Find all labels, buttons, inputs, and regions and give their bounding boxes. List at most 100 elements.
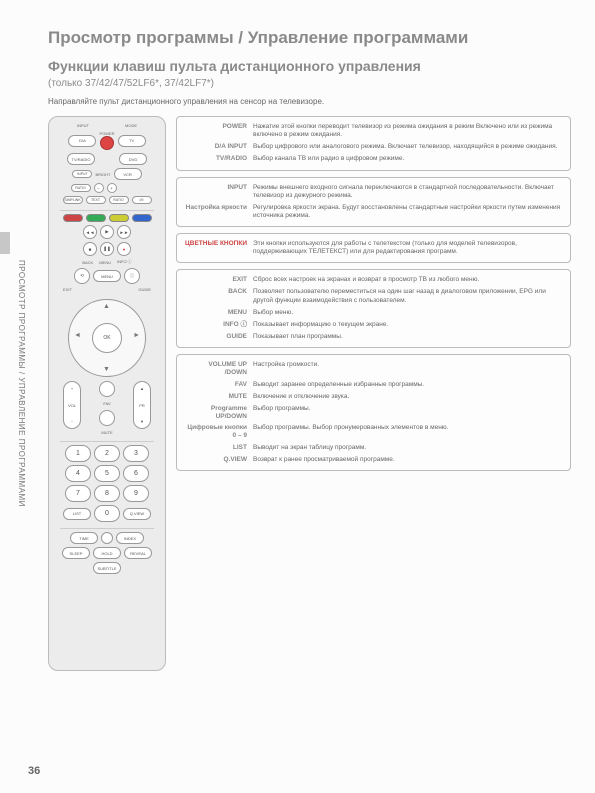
index-top-button[interactable] [101, 532, 113, 544]
desc-text: Позволяет пользователю переместиться на … [253, 288, 562, 304]
desc-row: VOLUME UP /DOWNНастройка громкости. [185, 361, 562, 377]
desc-row: Цифровые кнопки 0 – 9Выбор программы. Вы… [185, 424, 562, 440]
desc-box-1: INPUTРежимы внешнего входного сигнала пе… [176, 177, 571, 228]
subtitle-button[interactable]: I/II [132, 196, 152, 204]
num-6[interactable]: 6 [123, 465, 149, 482]
desc-row: MENUВыбор меню. [185, 309, 562, 317]
side-tab [0, 232, 10, 254]
menu-button[interactable]: MENU [93, 270, 121, 282]
num-3[interactable]: 3 [123, 445, 149, 462]
ratio2-button[interactable]: RATIO [109, 196, 129, 204]
desc-label: EXIT [185, 276, 247, 284]
power-button[interactable] [100, 136, 114, 150]
desc-text: Нажатие этой кнопки переводит телевизор … [253, 123, 562, 139]
blue-button[interactable] [132, 214, 152, 222]
desc-row: GUIDEПоказывает план программы. [185, 333, 562, 341]
desc-label: MUTE [185, 393, 247, 401]
time-button[interactable]: TIME [70, 532, 98, 544]
input-button[interactable]: INPUT [72, 170, 92, 178]
ff-button[interactable]: ►► [117, 225, 131, 239]
desc-text: Возврат к ранее просматриваемой программ… [253, 456, 395, 464]
instruction-text: Направляйте пульт дистанционного управле… [48, 97, 575, 106]
desc-box-3: EXIT Сброс всех настроек на экранах и воз… [176, 269, 571, 348]
desc-text: Включение и отключение звука. [253, 393, 349, 401]
desc-row: ЦВЕТНЫЕ КНОПКИЭти кнопки используются дл… [185, 240, 562, 256]
stop-button[interactable]: ■ [83, 242, 97, 256]
sleep-button[interactable]: SLEEP [62, 547, 90, 559]
play-button[interactable]: ▶ [100, 225, 114, 239]
nav-pad: ▲ ▼ ◄ ► OK [68, 299, 146, 377]
desc-row: INPUTРежимы внешнего входного сигнала пе… [185, 184, 562, 200]
tvradio-button[interactable]: TV/RADIO [67, 153, 95, 165]
bright-plus-button[interactable]: + [107, 183, 117, 193]
desc-label: Настройка яркости [185, 204, 247, 220]
desc-text: Показывает план программы. [253, 333, 343, 341]
nav-left[interactable]: ◄ [74, 332, 81, 339]
desc-row: TV/RADIOВыбор канала ТВ или радио в цифр… [185, 155, 562, 163]
ratio-button[interactable]: RATIO [71, 184, 91, 192]
mute-button[interactable] [99, 410, 115, 426]
desc-text: Показывает информацию о текущем экране. [253, 321, 388, 329]
fav-button[interactable] [99, 381, 115, 397]
desc-row: BACKПозволяет пользователю переместиться… [185, 288, 562, 304]
pause-button[interactable]: ❚❚ [100, 242, 114, 256]
list-button[interactable]: LIST [63, 508, 91, 520]
desc-label: Цифровые кнопки 0 – 9 [185, 424, 247, 440]
yellow-button[interactable] [109, 214, 129, 222]
menu-label: MENU [99, 260, 111, 265]
mute-label: MUTE [101, 430, 112, 435]
desc-row: Q.VIEWВозврат к ранее просматриваемой пр… [185, 456, 562, 464]
desc-label: FAV [185, 381, 247, 389]
program-rocker[interactable]: ▲ PR ▼ [133, 381, 151, 429]
nav-right[interactable]: ► [133, 332, 140, 339]
da-button[interactable]: D/A [68, 135, 96, 147]
nav-up[interactable]: ▲ [103, 303, 110, 310]
subtitle2-button[interactable]: SUBTITLE [93, 562, 121, 574]
back-button[interactable]: ⟲ [74, 268, 90, 284]
vcr-button[interactable]: VCR [114, 168, 142, 180]
nav-down[interactable]: ▼ [103, 366, 110, 373]
num-0[interactable]: 0 [94, 505, 120, 522]
info-button[interactable]: ⓘ [124, 268, 140, 284]
rewind-button[interactable]: ◄◄ [83, 225, 97, 239]
ok-button[interactable]: OK [92, 323, 122, 353]
num-1[interactable]: 1 [65, 445, 91, 462]
back-label: BACK [82, 260, 93, 265]
simplink-button[interactable]: SIMPLINK [63, 196, 83, 204]
desc-box-2: ЦВЕТНЫЕ КНОПКИЭти кнопки используются дл… [176, 233, 571, 263]
desc-text: Выводит на экран таблицу программ. [253, 444, 366, 452]
red-button[interactable] [63, 214, 83, 222]
tv-mode-button[interactable]: TV [118, 135, 146, 147]
num-9[interactable]: 9 [123, 485, 149, 502]
color-buttons-row [55, 214, 159, 222]
qview-button[interactable]: Q.VIEW [123, 508, 151, 520]
desc-text: Выводит заранее определенные избранные п… [253, 381, 424, 389]
rec-button[interactable]: ● [117, 242, 131, 256]
desc-row: D/A INPUTВыбор цифрового или аналогового… [185, 143, 562, 151]
bright-label: BRIGHT [95, 172, 110, 177]
dvd-button[interactable]: DVD [119, 153, 147, 165]
fav-label: FAV [103, 401, 110, 406]
num-4[interactable]: 4 [65, 465, 91, 482]
info-label: INFO ⓘ [117, 259, 132, 265]
desc-text: Выбор меню. [253, 309, 293, 317]
volume-rocker[interactable]: + VOL − [63, 381, 81, 429]
desc-row: EXIT Сброс всех настроек на экранах и воз… [185, 276, 562, 284]
hold-button[interactable]: HOLD [93, 547, 121, 559]
num-5[interactable]: 5 [94, 465, 120, 482]
text-button[interactable]: TEXT [86, 196, 106, 204]
index-button[interactable]: INDEX [116, 532, 144, 544]
desc-row: LISTВыводит на экран таблицу программ. [185, 444, 562, 452]
pr-label: PR [139, 403, 145, 408]
remote-control: INPUT MODE D/A POWER TV TV/RADIO DVD INP… [48, 116, 166, 671]
desc-text: Сброс всех настроек на экранах и возврат… [253, 276, 479, 284]
num-8[interactable]: 8 [94, 485, 120, 502]
bright-minus-button[interactable]: − [94, 183, 104, 193]
desc-box-4: VOLUME UP /DOWNНастройка громкости. FAV Вы… [176, 354, 571, 471]
input-label: INPUT [77, 123, 89, 128]
green-button[interactable] [86, 214, 106, 222]
desc-label: POWER [185, 123, 247, 139]
num-2[interactable]: 2 [94, 445, 120, 462]
reveal-button[interactable]: REVEAL [124, 547, 152, 559]
num-7[interactable]: 7 [65, 485, 91, 502]
